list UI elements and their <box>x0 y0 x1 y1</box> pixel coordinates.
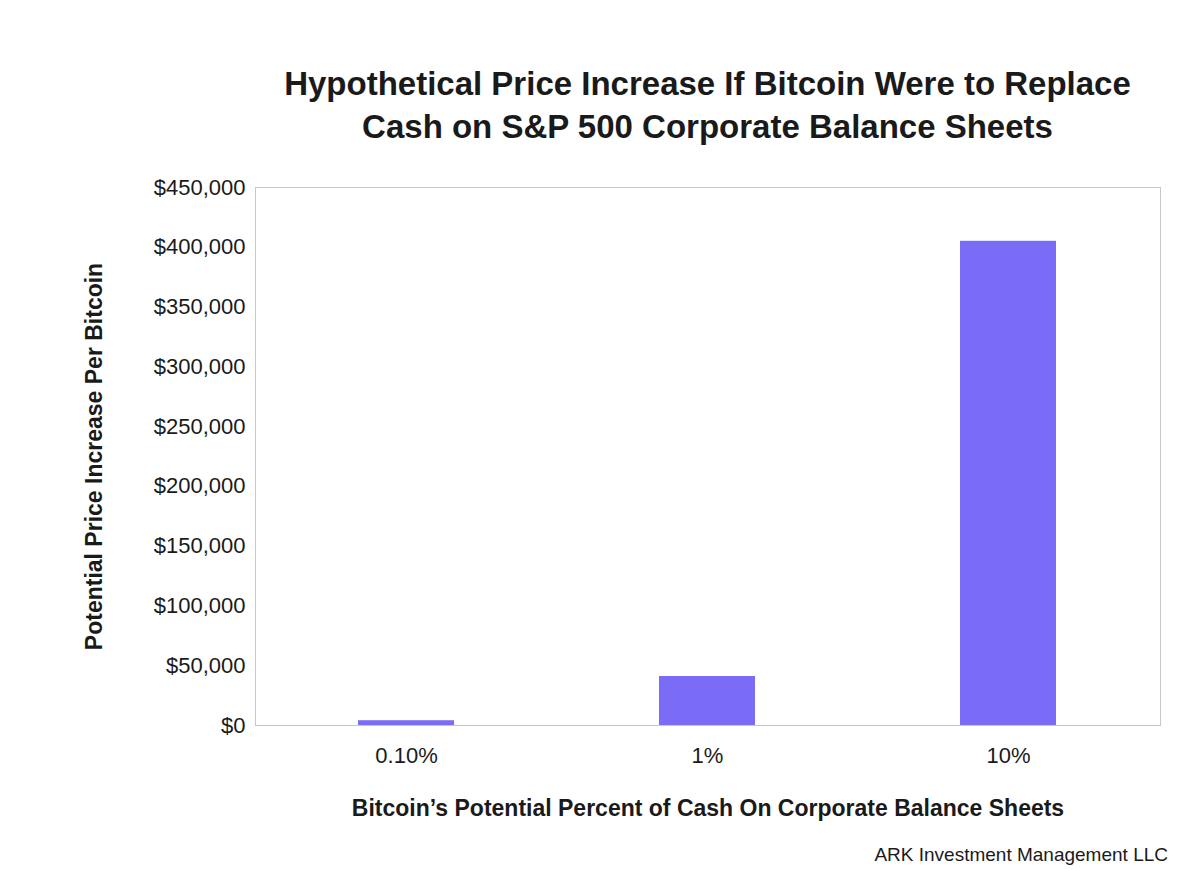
svg-text:$350,000: $350,000 <box>154 294 246 319</box>
svg-text:$400,000: $400,000 <box>154 234 246 259</box>
html-text:Hypothetical Price Increase If: Hypothetical Price Increase If Bitcoin W… <box>284 65 1131 145</box>
svg-text:$200,000: $200,000 <box>154 473 246 498</box>
svg-text:0.10%: 0.10% <box>375 743 437 768</box>
html-text:ARK Investment Management LLC: ARK Investment Management LLC <box>874 844 1168 865</box>
svg-text:$450,000: $450,000 <box>154 175 246 200</box>
svg-text:$300,000: $300,000 <box>154 354 246 379</box>
svg-text:$100,000: $100,000 <box>154 593 246 618</box>
svg-text:$250,000: $250,000 <box>154 414 246 439</box>
svg-text:Bitcoin’s Potential Percent of: Bitcoin’s Potential Percent of Cash On C… <box>352 795 1064 821</box>
svg-text:$50,000: $50,000 <box>166 653 246 678</box>
svg-text:Potential Price Increase Per B: Potential Price Increase Per Bitcoin <box>81 263 107 650</box>
svg-text:$0: $0 <box>221 713 245 738</box>
svg-text:1%: 1% <box>692 743 724 768</box>
svg-text:10%: 10% <box>986 743 1030 768</box>
svg-text:$150,000: $150,000 <box>154 533 246 558</box>
